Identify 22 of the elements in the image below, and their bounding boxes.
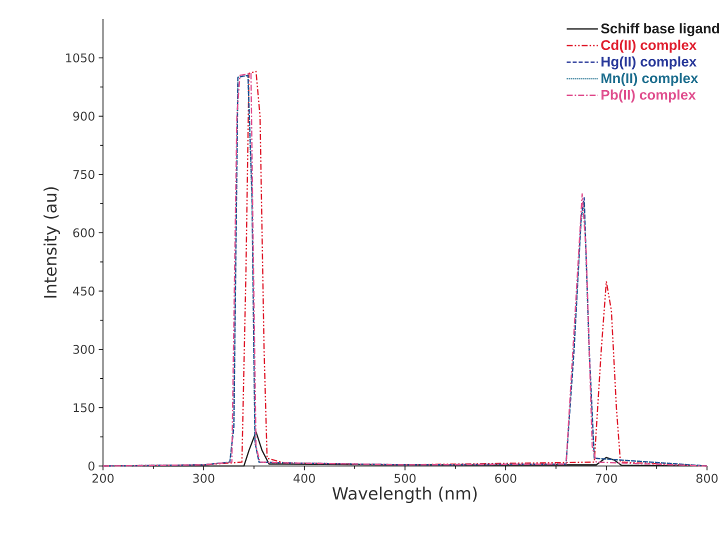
legend-label: Cd(II) complex: [601, 40, 697, 53]
y-tick-label: 900: [73, 112, 94, 121]
x-tick-label: 700: [596, 474, 617, 483]
y-axis-title: Intensity (au): [44, 187, 60, 298]
x-axis-title: Wavelength (nm): [332, 486, 477, 504]
y-tick-label: 450: [72, 286, 94, 296]
y-tick-label: 150: [74, 403, 94, 412]
x-tick-label: 600: [495, 474, 516, 483]
x-tick-label: 300: [193, 474, 214, 483]
y-tick-label: 750: [73, 170, 94, 179]
legend-label: Mn(II) complex: [602, 72, 698, 86]
legend-label: Schiff base ligand: [600, 23, 720, 36]
legend-label: Pb(II) complex: [602, 90, 696, 103]
x-tick-label: 500: [394, 474, 416, 483]
x-tick-label: 200: [92, 474, 114, 483]
y-tick-label: 300: [73, 344, 94, 354]
legend-label: Hg(II) complex: [602, 56, 697, 70]
x-tick-label: 400: [294, 474, 315, 483]
y-tick-label: 0: [88, 461, 94, 471]
y-tick-label: 1050: [66, 53, 94, 62]
y-tick-label: 600: [73, 228, 94, 238]
x-tick-label: 800: [696, 474, 718, 483]
